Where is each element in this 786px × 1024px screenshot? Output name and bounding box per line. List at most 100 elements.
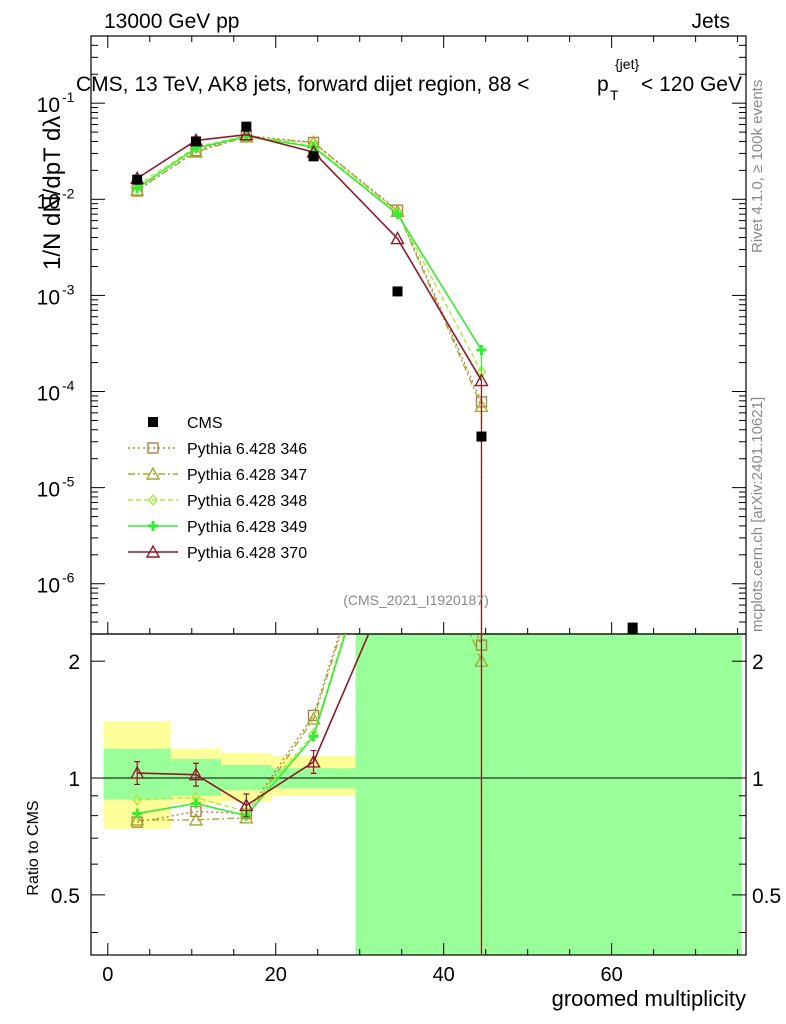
ratio-2-point-0 xyxy=(132,793,143,806)
svg-text:10: 10 xyxy=(37,575,60,598)
analysis-id: (CMS_2021_I1920187) xyxy=(343,592,489,608)
series-top-1 xyxy=(130,129,489,634)
plot-frames xyxy=(90,35,747,956)
ratio-3-point-0 xyxy=(132,808,143,819)
xtick-label-1: 20 xyxy=(265,964,287,986)
legend-marker-1 xyxy=(147,442,159,454)
svg-text:-6: -6 xyxy=(62,570,75,586)
ratio-ytick-left-1: 1 xyxy=(68,768,80,791)
header-right: Jets xyxy=(691,10,730,33)
xtick-label-0: 0 xyxy=(102,964,113,986)
svg-text:p: p xyxy=(597,73,609,96)
cms-point-6 xyxy=(627,622,638,633)
legend-label-2: Pythia 6.428 347 xyxy=(187,467,307,484)
legend-label-1: Pythia 6.428 346 xyxy=(187,441,307,458)
header-left: 13000 GeV pp xyxy=(104,10,239,33)
series-4-point-4 xyxy=(390,231,405,245)
series-line-0 xyxy=(136,134,483,403)
ytick-label-5: 10 -6 xyxy=(37,570,75,598)
cms-point-3 xyxy=(308,151,319,162)
ytick-label-4: 10 -5 xyxy=(37,474,75,502)
xtick-label-3: 60 xyxy=(601,964,623,986)
svg-text:10: 10 xyxy=(37,190,60,213)
svg-text:-4: -4 xyxy=(62,378,75,394)
legend-marker-3 xyxy=(148,493,158,507)
legend-label-5: Pythia 6.428 370 xyxy=(187,545,307,562)
series-ratio-4 xyxy=(130,634,483,955)
xlabel: groomed multiplicity xyxy=(552,986,746,1011)
plot-title: CMS, 13 TeV, AK8 jets, forward dijet reg… xyxy=(76,56,742,103)
series-line-2 xyxy=(136,134,483,373)
series-3-point-5 xyxy=(476,345,487,356)
ylabel-ratio: Ratio to CMS xyxy=(25,800,42,895)
series-1-point-1 xyxy=(188,144,204,158)
series-line-1 xyxy=(136,136,483,407)
legend-item-3: Pythia 6.428 348 xyxy=(128,493,307,510)
series-cms xyxy=(132,121,638,633)
svg-text:-1: -1 xyxy=(62,89,75,105)
ylabel-top: 1/N dN/dpT dλ xyxy=(39,116,66,270)
series-line-3 xyxy=(136,135,483,351)
ratio-1-point-3 xyxy=(306,711,321,725)
data-series xyxy=(130,121,638,955)
legend-label-4: Pythia 6.428 349 xyxy=(187,519,307,536)
ratio-370-errbar-2 xyxy=(243,793,250,818)
ratio-3-point-1 xyxy=(190,798,201,809)
band-stat-4 xyxy=(355,634,440,955)
ratio-line-3 xyxy=(137,634,347,817)
ratio-370-errbar-0 xyxy=(134,761,141,786)
svg-text:10: 10 xyxy=(37,383,60,406)
band-stat-6 xyxy=(523,634,742,955)
cms-point-0 xyxy=(132,174,143,185)
ratio-line-1 xyxy=(137,634,483,821)
cms-point-1 xyxy=(190,136,201,147)
legend-item-5: Pythia 6.428 370 xyxy=(128,544,307,562)
series-top-4 xyxy=(130,127,489,634)
svg-text:< 120 GeV: < 120 GeV xyxy=(641,73,742,96)
legend-marker-2 xyxy=(145,466,161,480)
ratio-ytick-left-2: 2 xyxy=(68,651,80,674)
legend-label-3: Pythia 6.428 348 xyxy=(187,493,307,510)
xtick-label-2: 40 xyxy=(433,964,455,986)
series-top-0 xyxy=(131,129,488,634)
series-3-point-4 xyxy=(392,209,403,220)
legend-item-2: Pythia 6.428 347 xyxy=(128,466,307,484)
legend: CMS Pythia 6.428 346 Pythia 6.428 347 Pythi… xyxy=(128,415,307,562)
legend-marker-4 xyxy=(148,521,158,531)
svg-text:-3: -3 xyxy=(62,281,75,297)
series-top-3 xyxy=(132,131,487,634)
svg-text:CMS, 13 TeV, AK8 jets, forward: CMS, 13 TeV, AK8 jets, forward dijet reg… xyxy=(76,73,530,96)
legend-marker-0 xyxy=(148,417,158,427)
svg-text:{jet}: {jet} xyxy=(615,56,639,72)
svg-text:10: 10 xyxy=(37,286,60,309)
ratio-line-4 xyxy=(137,634,370,807)
legend-item-0: CMS xyxy=(148,415,223,432)
ytick-label-3: 10 -4 xyxy=(37,378,75,406)
cms-point-4 xyxy=(392,286,403,297)
cms-point-5 xyxy=(476,431,487,442)
legend-marker-5 xyxy=(145,544,161,558)
series-3-point-0 xyxy=(132,183,143,194)
side-rivet-label: Rivet 4.1.0, ≥ 100k events xyxy=(749,80,766,253)
ytick-label-0: 10 -1 xyxy=(37,89,75,117)
svg-text:1/N dN/dpT dλ: 1/N dN/dpT dλ xyxy=(39,116,66,270)
ratio-line-2 xyxy=(137,634,346,813)
ratio-ytick-left-0: 0.5 xyxy=(51,885,80,908)
ratio-ytick-right-1: 1 xyxy=(752,768,764,791)
ratio-370-errbar-3 xyxy=(310,749,317,774)
legend-item-1: Pythia 6.428 346 xyxy=(128,441,307,458)
ratio-ytick-right-2: 2 xyxy=(752,651,764,674)
legend-item-4: Pythia 6.428 349 xyxy=(128,519,307,536)
svg-text:-2: -2 xyxy=(62,185,75,201)
ratio-3-point-3 xyxy=(308,731,319,742)
cms-point-edge xyxy=(627,630,638,634)
side-mcplots-label: mcplots.cern.ch [arXiv:2401.10621] xyxy=(749,397,766,632)
ratio-1-point-1 xyxy=(188,812,204,826)
ratio-1-point-0 xyxy=(130,812,145,826)
ytick-label-2: 10 -3 xyxy=(37,281,75,309)
series-4-point-5 xyxy=(474,373,489,387)
ratio-uncertainty-bands xyxy=(103,634,742,955)
ratio-frame xyxy=(90,633,747,956)
